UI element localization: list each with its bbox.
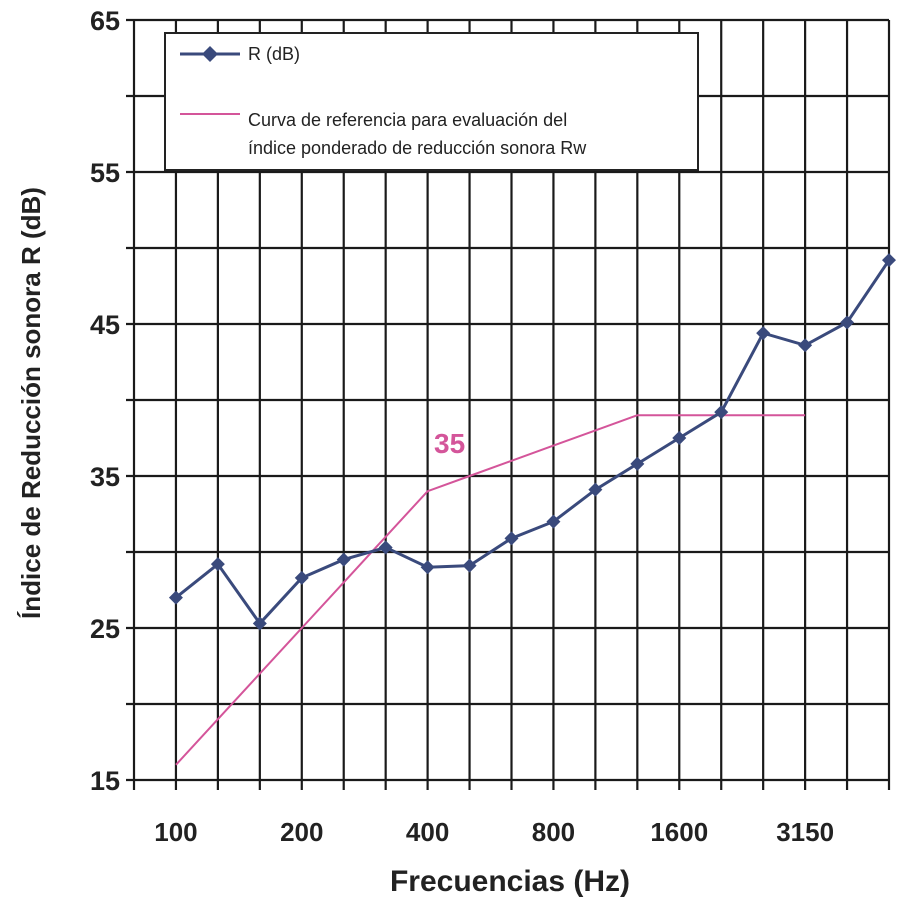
x-tick-label: 100 [154, 817, 197, 847]
r-series-marker [882, 253, 896, 268]
y-tick-label: 45 [90, 310, 120, 340]
x-tick-label: 200 [280, 817, 323, 847]
y-tick-label: 25 [90, 614, 120, 644]
reference-curve [175, 414, 806, 766]
y-tick-label: 35 [90, 462, 120, 492]
x-tick-label: 400 [406, 817, 449, 847]
legend-box [164, 32, 699, 171]
x-tick-label: 3150 [776, 817, 834, 847]
r-series-marker [336, 552, 351, 567]
r-series-marker [672, 431, 687, 445]
r-series-marker [588, 482, 603, 497]
legend-r-label: R (dB) [248, 44, 300, 64]
y-tick-label: 65 [90, 6, 120, 36]
y-tick-labels: 15 25 35 45 55 65 [90, 6, 120, 796]
x-tick-label: 800 [532, 817, 575, 847]
y-tick-label: 55 [90, 158, 120, 188]
r-series-marker [378, 540, 393, 555]
r-series-line [175, 259, 891, 626]
r-series-marker [756, 326, 771, 341]
r-series-marker [840, 315, 855, 330]
legend-ref-label-line1: Curva de referencia para evaluación del [248, 110, 567, 130]
legend-r-marker [202, 46, 218, 62]
reference-curve-line [175, 414, 806, 766]
r-series-marker [546, 514, 561, 529]
y-tick-label: 15 [90, 766, 120, 796]
r-series-marker [168, 590, 183, 605]
r-series-marker [252, 616, 267, 631]
r-series-marker [420, 560, 435, 575]
r-series-marker [798, 338, 813, 353]
r-series [168, 253, 896, 631]
y-axis-label: Índice de Reducción sonora R (dB) [16, 187, 46, 619]
legend-ref-label-line2: índice ponderado de reducción sonora Rw [248, 138, 587, 158]
r-series-marker [210, 557, 225, 572]
legend: R (dB) Curva de referencia para evaluaci… [164, 32, 699, 171]
r-series-marker [630, 456, 645, 471]
x-axis-label: Frecuencias (Hz) [390, 865, 630, 897]
r-series-marker [504, 531, 519, 546]
annotations: 35 [434, 428, 465, 459]
r-series-marker [462, 558, 477, 573]
x-tick-labels: 100 200 400 800 1600 3150 [154, 817, 834, 847]
x-tick-label: 1600 [650, 817, 708, 847]
annotation-label: 35 [434, 428, 465, 459]
r-series-marker [294, 570, 309, 585]
r-series-marker [714, 405, 729, 420]
